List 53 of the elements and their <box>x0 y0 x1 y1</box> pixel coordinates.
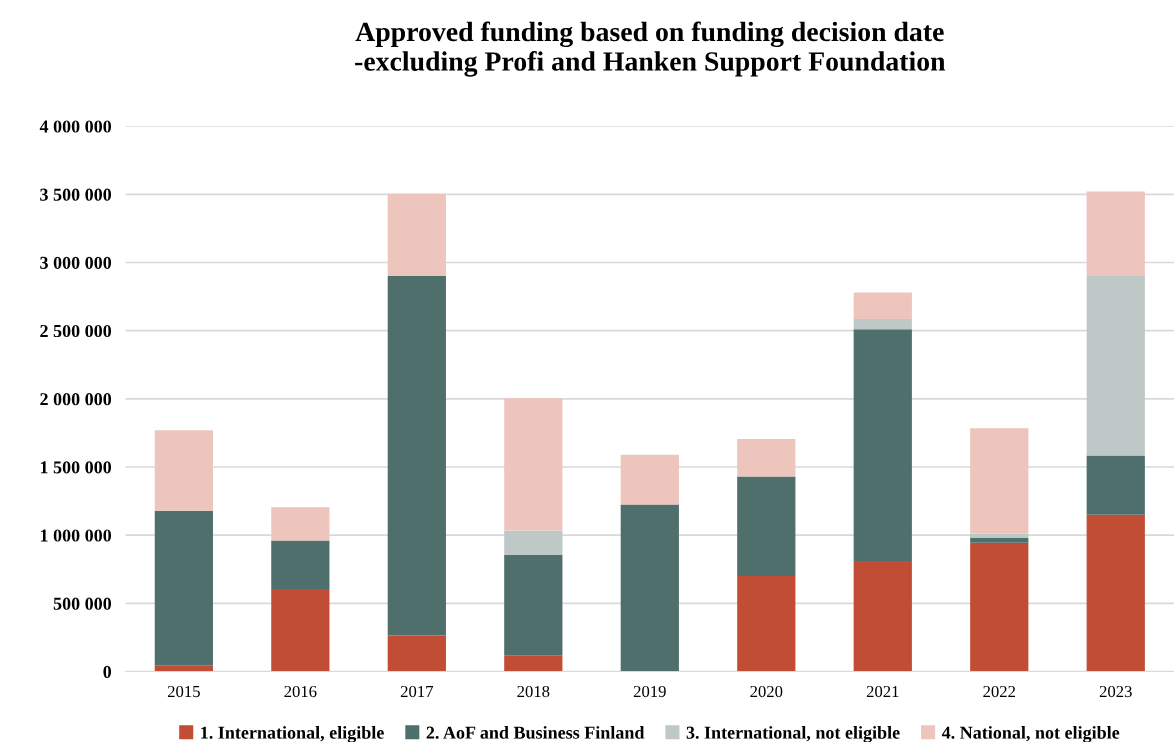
legend-label: 1. International, eligible <box>201 726 384 742</box>
x-tick-label: 2019 <box>633 685 666 698</box>
bar <box>154 665 213 672</box>
y-tick-label: 3 000 000 <box>40 256 112 269</box>
bar <box>504 554 563 656</box>
x-tick-label: 2022 <box>983 685 1016 698</box>
bar <box>387 635 446 672</box>
bar <box>1086 455 1145 515</box>
bar <box>620 454 679 505</box>
legend-label: 4. National, not eligible <box>941 726 1120 742</box>
x-tick-label: 2017 <box>400 685 434 698</box>
bar <box>620 504 679 672</box>
legend-label: 3. International, not eligible <box>686 726 900 742</box>
x-tick-label: 2015 <box>167 685 200 698</box>
y-tick-label: 500 000 <box>53 597 112 610</box>
bar <box>853 329 912 562</box>
x-tick-label: 2018 <box>517 685 550 698</box>
y-tick-label: 2 500 000 <box>40 324 112 338</box>
x-tick-label: 2021 <box>866 685 899 698</box>
y-tick-label: 3 500 000 <box>40 188 112 201</box>
x-tick-label: 2016 <box>284 685 317 698</box>
bar <box>387 276 446 636</box>
bar <box>1086 191 1145 277</box>
bar <box>737 439 796 477</box>
bar <box>504 398 563 531</box>
bar <box>970 542 1029 672</box>
bar <box>853 292 912 320</box>
bar <box>504 655 563 672</box>
bar <box>853 561 912 672</box>
chart-title: Approved funding based on funding decision date -excluding Profi and Hanken Support Foundation <box>355 21 946 77</box>
bar <box>853 319 912 330</box>
y-tick-label: 1 000 000 <box>40 529 112 542</box>
x-tick-label: 2020 <box>750 685 783 698</box>
bar <box>1086 514 1145 672</box>
bar <box>737 476 796 577</box>
bar <box>504 530 563 555</box>
legend-label: 2. AoF and Business Finland <box>426 726 645 739</box>
y-tick-label: 4 000 000 <box>39 120 112 133</box>
bar <box>1086 276 1145 456</box>
bar <box>970 428 1029 534</box>
bar <box>271 589 330 672</box>
bar <box>154 510 213 666</box>
y-tick-label: 1 500 000 <box>40 461 112 474</box>
bar <box>970 537 1029 543</box>
bar <box>970 533 1029 538</box>
bar <box>271 540 330 590</box>
bar <box>737 576 796 672</box>
x-tick-label: 2023 <box>1099 685 1132 698</box>
y-tick-label: 0 <box>103 665 112 678</box>
bar <box>271 507 330 541</box>
bar <box>154 430 213 511</box>
y-tick-label: 2 000 000 <box>40 393 112 406</box>
bar <box>387 193 446 277</box>
